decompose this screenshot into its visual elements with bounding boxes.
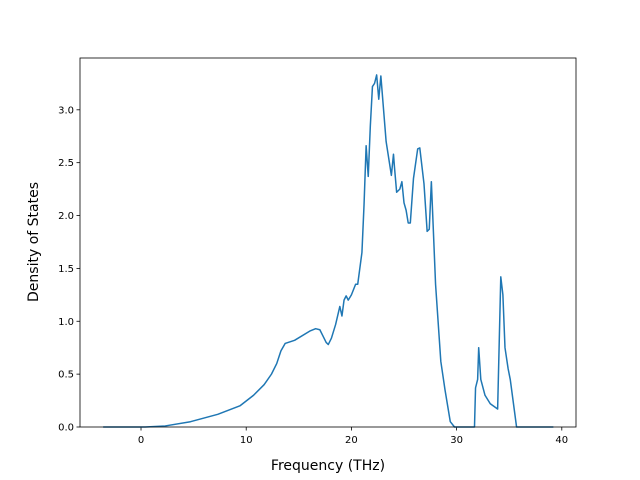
data-line (103, 74, 554, 428)
y-tick-label: 1.0 (58, 317, 74, 328)
x-tick-label: 30 (450, 435, 463, 446)
x-tick-label: 40 (555, 435, 568, 446)
x-tick-label: 10 (240, 435, 253, 446)
y-tick-label: 2.0 (58, 211, 74, 222)
x-axis-label: Frequency (THz) (271, 458, 385, 474)
plot-frame (79, 57, 577, 428)
y-tick-label: 1.5 (58, 264, 74, 275)
y-axis-label: Density of States (26, 182, 42, 302)
x-tick-label: 20 (345, 435, 358, 446)
x-tick-label: 0 (138, 435, 144, 446)
y-tick-label: 0.0 (58, 423, 74, 434)
y-tick-label: 2.5 (58, 158, 74, 169)
y-tick-label: 0.5 (58, 370, 74, 381)
y-tick-label: 3.0 (58, 105, 74, 116)
